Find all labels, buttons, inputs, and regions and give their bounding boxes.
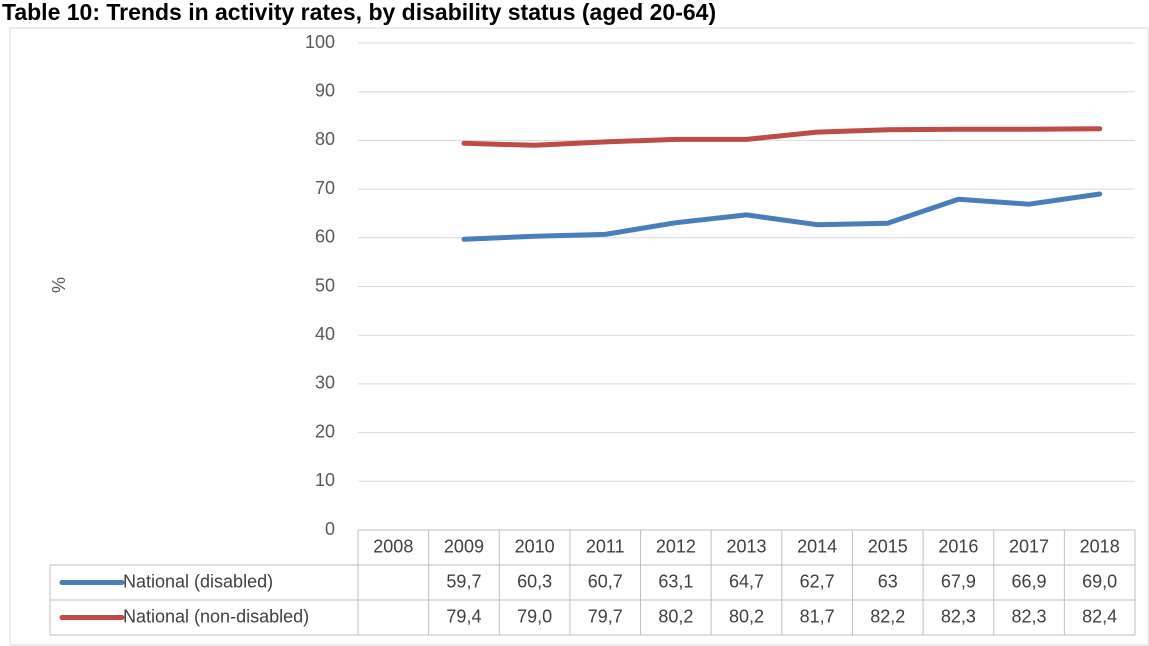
chart-frame (9, 27, 1149, 646)
y-axis-label: % (49, 277, 69, 293)
x-tick-label: 2008 (373, 536, 413, 556)
x-tick-label: 2012 (656, 536, 696, 556)
data-label: 80,2 (658, 606, 693, 626)
y-tick-label: 60 (315, 227, 335, 247)
data-label: 62,7 (800, 571, 835, 591)
y-tick-label: 80 (315, 129, 335, 149)
data-label: 64,7 (729, 571, 764, 591)
data-label: 82,2 (870, 606, 905, 626)
data-label: 80,2 (729, 606, 764, 626)
data-line (461, 126, 1103, 148)
data-label: 60,3 (517, 571, 552, 591)
data-label: 69,0 (1082, 571, 1117, 591)
x-tick-label: 2010 (515, 536, 555, 556)
data-label: 82,3 (1012, 606, 1047, 626)
legend-label: National (non-disabled) (123, 606, 309, 626)
y-tick-label: 10 (315, 470, 335, 490)
x-tick-label: 2013 (726, 536, 766, 556)
data-label: 82,3 (941, 606, 976, 626)
data-label: 79,7 (588, 606, 623, 626)
chart-title: Table 10: Trends in activity rates, by d… (2, 0, 716, 25)
x-tick-label: 2015 (868, 536, 908, 556)
data-label: 66,9 (1012, 571, 1047, 591)
x-tick-label: 2009 (444, 536, 484, 556)
y-tick-label: 50 (315, 275, 335, 295)
x-tick-label: 2017 (1009, 536, 1049, 556)
y-tick-label: 90 (315, 80, 335, 100)
data-label: 81,7 (800, 606, 835, 626)
x-tick-label: 2014 (797, 536, 837, 556)
x-tick-label: 2016 (938, 536, 978, 556)
y-tick-label: 0 (325, 519, 335, 539)
data-label: 67,9 (941, 571, 976, 591)
y-tick-label: 20 (315, 421, 335, 441)
x-tick-label: 2018 (1080, 536, 1120, 556)
data-label: 60,7 (588, 571, 623, 591)
y-tick-label: 70 (315, 178, 335, 198)
data-line (461, 191, 1103, 242)
data-label: 82,4 (1082, 606, 1117, 626)
y-tick-label: 30 (315, 373, 335, 393)
data-label: 63,1 (658, 571, 693, 591)
legend-label: National (disabled) (123, 571, 273, 591)
y-tick-label: 40 (315, 324, 335, 344)
y-tick-label: 100 (305, 32, 335, 52)
data-label: 63 (878, 571, 898, 591)
data-label: 79,4 (446, 606, 481, 626)
data-label: 79,0 (517, 606, 552, 626)
x-tick-label: 2011 (586, 536, 625, 556)
data-label: 59,7 (446, 571, 481, 591)
